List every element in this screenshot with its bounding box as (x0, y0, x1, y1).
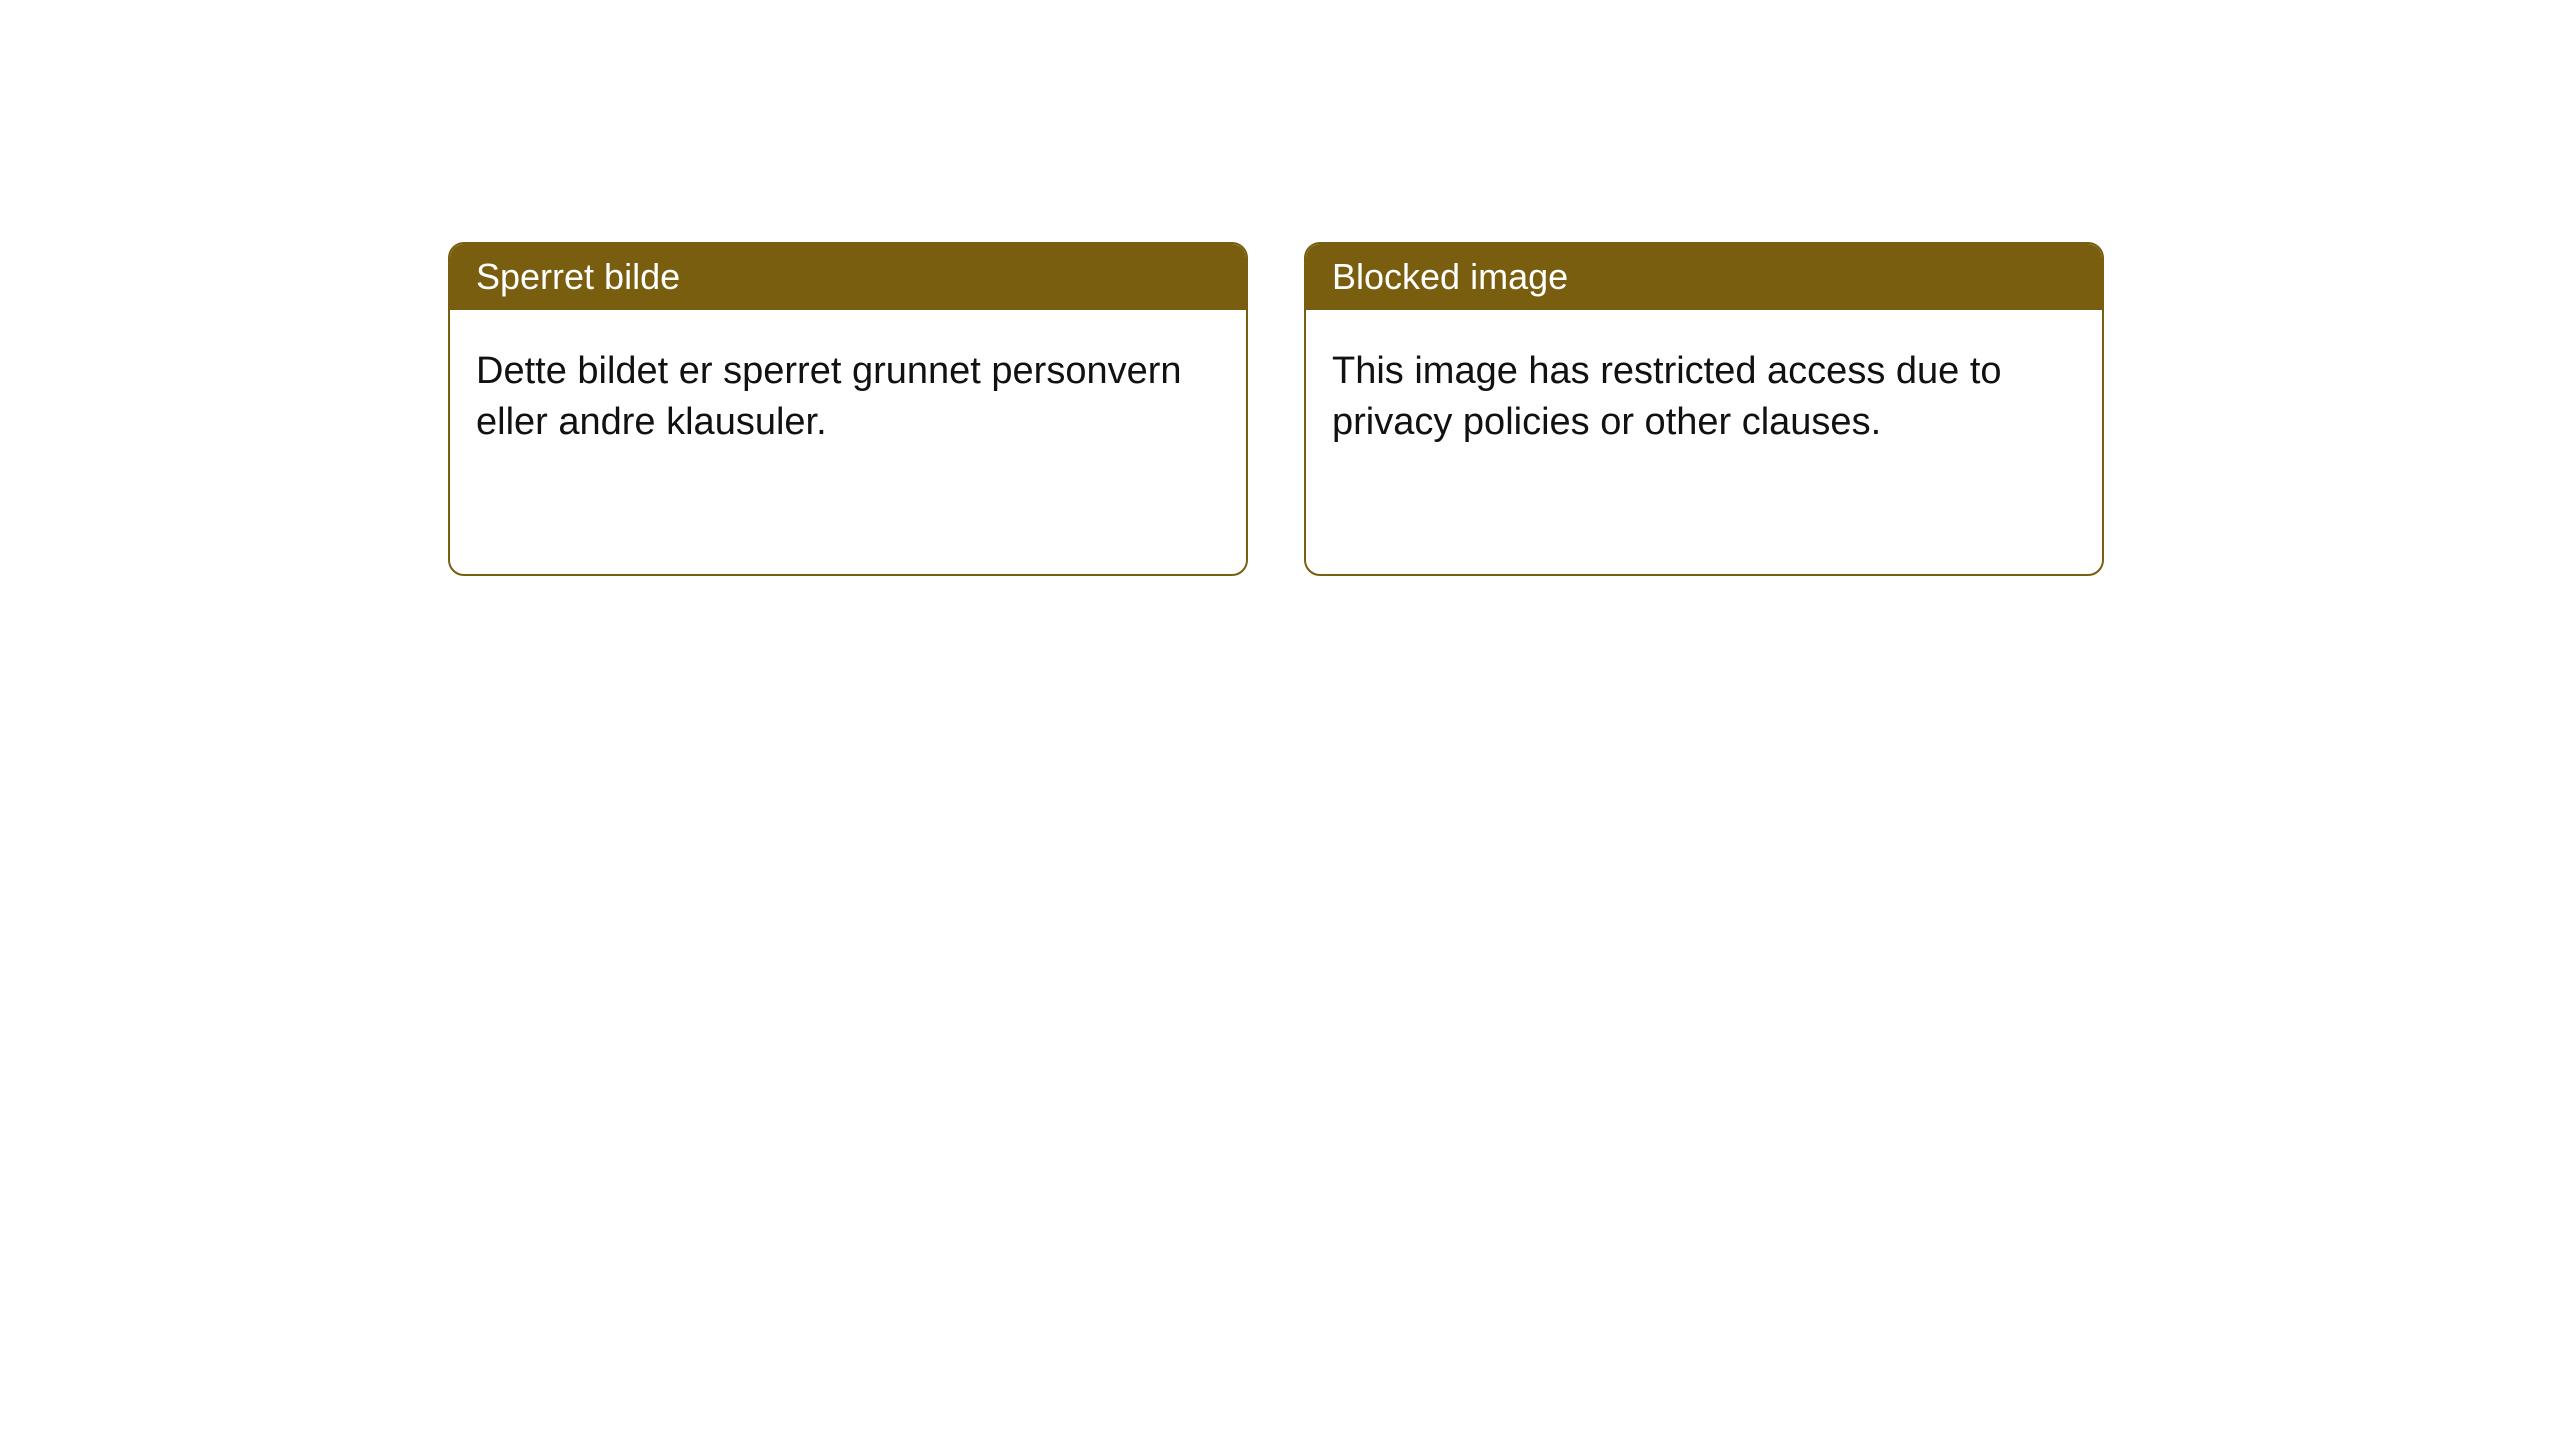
notice-body: Dette bildet er sperret grunnet personve… (450, 310, 1246, 485)
notice-message: Dette bildet er sperret grunnet personve… (476, 350, 1182, 443)
notice-card-english: Blocked image This image has restricted … (1304, 242, 2104, 576)
notice-header: Sperret bilde (450, 244, 1246, 310)
notice-header: Blocked image (1306, 244, 2102, 310)
notice-title: Blocked image (1332, 256, 1568, 297)
notice-container: Sperret bilde Dette bildet er sperret gr… (448, 242, 2104, 576)
notice-title: Sperret bilde (476, 256, 680, 297)
notice-body: This image has restricted access due to … (1306, 310, 2102, 485)
notice-card-norwegian: Sperret bilde Dette bildet er sperret gr… (448, 242, 1248, 576)
notice-message: This image has restricted access due to … (1332, 350, 2002, 443)
